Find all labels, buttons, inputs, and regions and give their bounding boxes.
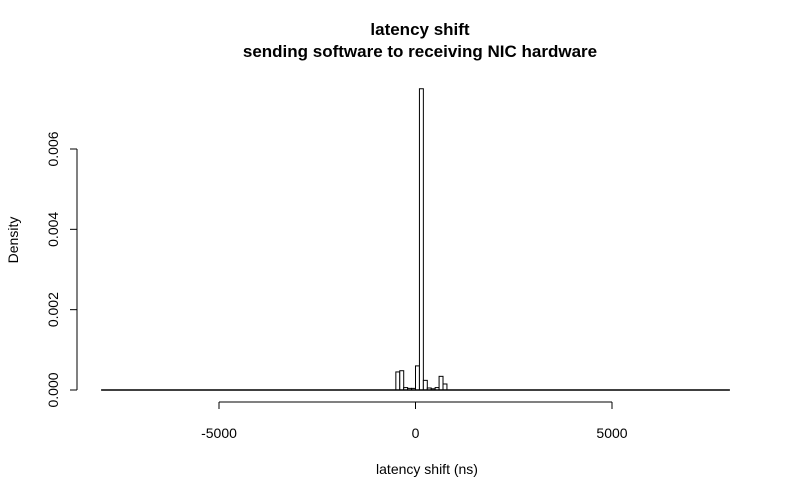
x-tick-label: -5000 [201, 425, 237, 441]
x-tick-label: 5000 [596, 425, 627, 441]
x-axis-label: latency shift (ns) [376, 461, 478, 477]
histogram-bar [422, 379, 428, 391]
y-tick-label: 0.006 [45, 131, 61, 166]
histogram-bar [415, 365, 420, 391]
y-axis-label: Density [5, 217, 21, 264]
histogram-bars [395, 88, 448, 391]
y-tick-label: 0.002 [45, 292, 61, 327]
histogram-bar [395, 371, 401, 391]
chart-subtitle: sending software to receiving NIC hardwa… [243, 42, 597, 61]
histogram-bar [399, 370, 405, 391]
histogram-bar [438, 375, 444, 391]
histogram-bar [442, 383, 448, 391]
chart-title: latency shift [370, 20, 470, 39]
histogram-bar [418, 88, 424, 391]
y-axis: 0.000 0.002 0.004 0.006 [45, 131, 78, 408]
y-tick-label: 0.004 [45, 212, 61, 247]
y-tick-label: 0.000 [45, 372, 61, 407]
x-axis: -5000 0 5000 [201, 401, 628, 441]
x-tick-label: 0 [412, 425, 420, 441]
